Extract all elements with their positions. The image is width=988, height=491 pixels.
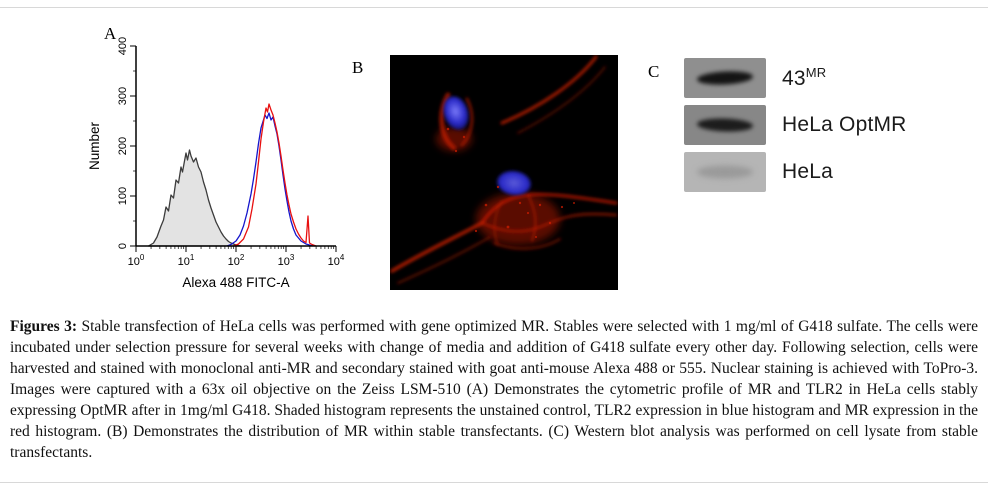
flow-cytometry-chart: 100 101 102 103 104 0 100 200 300 400 Alexa 488 FI… bbox=[87, 37, 345, 290]
y-tick-label: 100 bbox=[117, 187, 129, 205]
series-TLR2 bbox=[226, 112, 316, 247]
red-speckles bbox=[446, 127, 575, 238]
blot-band bbox=[697, 165, 753, 179]
x-tick-label: 101 bbox=[178, 253, 195, 268]
bottom-border-rule bbox=[0, 482, 988, 483]
y-tick-label: 300 bbox=[117, 87, 129, 105]
y-tick-label: 200 bbox=[117, 137, 129, 155]
western-blot-lane bbox=[684, 152, 766, 192]
caption-text: Stable transfection of HeLa cells was pe… bbox=[10, 318, 978, 461]
panel-b-label: B bbox=[352, 58, 364, 77]
blot-band bbox=[696, 117, 754, 133]
confocal-image bbox=[390, 55, 618, 290]
nucleus-1 bbox=[443, 96, 469, 130]
caption-title: Figures 3: bbox=[10, 318, 78, 335]
red-stain-filaments bbox=[390, 55, 618, 284]
blot-band bbox=[696, 70, 754, 86]
x-tick-label: 100 bbox=[128, 253, 145, 268]
y-tick-label: 400 bbox=[117, 37, 129, 55]
blot-label: HeLa bbox=[782, 160, 834, 183]
x-tick-label: 103 bbox=[278, 253, 295, 268]
top-border-rule bbox=[0, 7, 988, 8]
x-axis-label: Alexa 488 FITC-A bbox=[182, 275, 289, 290]
series-MR bbox=[233, 103, 317, 247]
x-tick-label: 102 bbox=[228, 253, 245, 268]
panel-c-label: C bbox=[648, 62, 660, 81]
nucleus-2 bbox=[497, 170, 531, 196]
x-tick-label: 104 bbox=[328, 253, 345, 268]
blot-row: HeLa bbox=[684, 152, 907, 192]
western-blot-panel: 43MR HeLa OptMR HeLa bbox=[684, 58, 907, 192]
blot-label-superscript: MR bbox=[805, 65, 827, 80]
figure-caption: Figures 3: Stable transfection of HeLa c… bbox=[10, 316, 978, 463]
y-axis-label: Number bbox=[87, 121, 102, 170]
panel-a-label: A bbox=[104, 24, 117, 43]
western-blot-lane bbox=[684, 105, 766, 145]
blot-row: 43MR bbox=[684, 58, 907, 98]
y-tick-label: 0 bbox=[117, 243, 129, 249]
western-blot-lane bbox=[684, 58, 766, 98]
blot-label: 43MR bbox=[782, 65, 827, 90]
series-unstained-control bbox=[147, 149, 242, 247]
blot-label: HeLa OptMR bbox=[782, 113, 907, 136]
blot-row: HeLa OptMR bbox=[684, 105, 907, 145]
